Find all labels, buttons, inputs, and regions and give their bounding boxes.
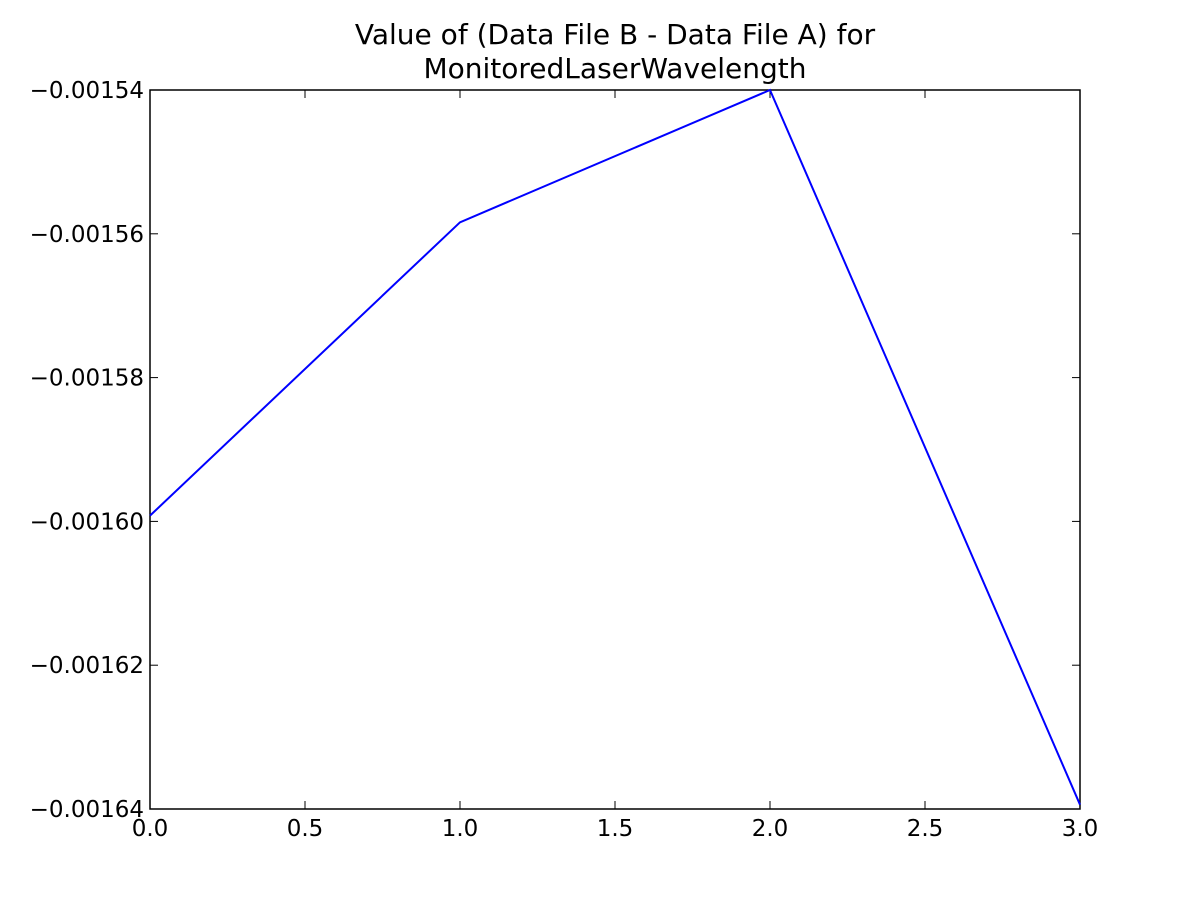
y-tick-label: −0.00162 — [30, 653, 144, 679]
x-tick-label: 3.0 — [1062, 816, 1099, 842]
y-tick-label: −0.00164 — [30, 797, 144, 823]
x-tick-label: 2.0 — [752, 816, 789, 842]
plot-frame — [149, 89, 1081, 810]
y-tick-label: −0.00160 — [30, 509, 144, 535]
y-tick-label: −0.00154 — [30, 78, 144, 104]
y-tick-label: −0.00156 — [30, 222, 144, 248]
chart-title: Value of (Data File B - Data File A) for… — [354, 18, 876, 85]
x-tick-label: 0.5 — [287, 816, 324, 842]
x-tick-label: 2.5 — [907, 816, 944, 842]
x-tick-label: 0.0 — [132, 816, 169, 842]
x-tick-label: 1.0 — [442, 816, 479, 842]
y-tick-label: −0.00158 — [30, 366, 144, 392]
data-line — [149, 88, 1081, 806]
x-tick-label: 1.5 — [597, 816, 634, 842]
